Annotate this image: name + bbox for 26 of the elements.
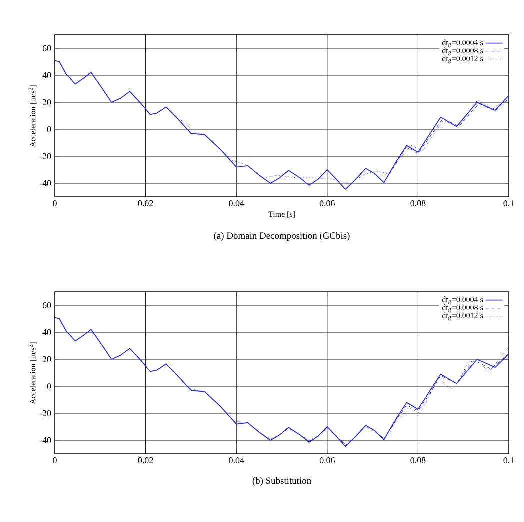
text: (b) Substitution [252,477,312,486]
y-tick-label: -40 [40,180,52,187]
y-tick-label: 20 [42,356,52,363]
y-tick-label: 40 [42,72,52,79]
y-tick-label: 20 [42,99,52,106]
y-tick-label: 40 [42,329,52,336]
x-tick-label: 0 [53,200,57,207]
x-tick-label: 0.08 [410,200,426,207]
x-tick-label: 0.1 [504,200,514,207]
x-tick-label: 0.1 [504,458,514,464]
x-tick-label: 0.06 [320,200,335,207]
x-tick-label: 0.02 [138,200,154,207]
y-tick-label: -20 [40,153,52,160]
x-tick-label: 0.04 [229,200,244,207]
x-tick-label: 0.02 [138,458,154,464]
y-tick-label: -40 [40,437,52,444]
y-tick-label: 0 [47,126,52,133]
y-tick-label: 60 [42,302,52,309]
x-tick-label: 0.04 [229,458,244,464]
y-tick-label: -20 [40,410,52,417]
x-tick-label: 0 [53,458,57,464]
x-tick-label: 0.08 [410,458,426,464]
x-tick-label: 0.06 [320,458,335,464]
y-tick-label: 0 [47,383,52,390]
text: (a) Domain Decomposition (GCbis) [214,232,350,241]
y-tick-label: 60 [42,45,52,52]
